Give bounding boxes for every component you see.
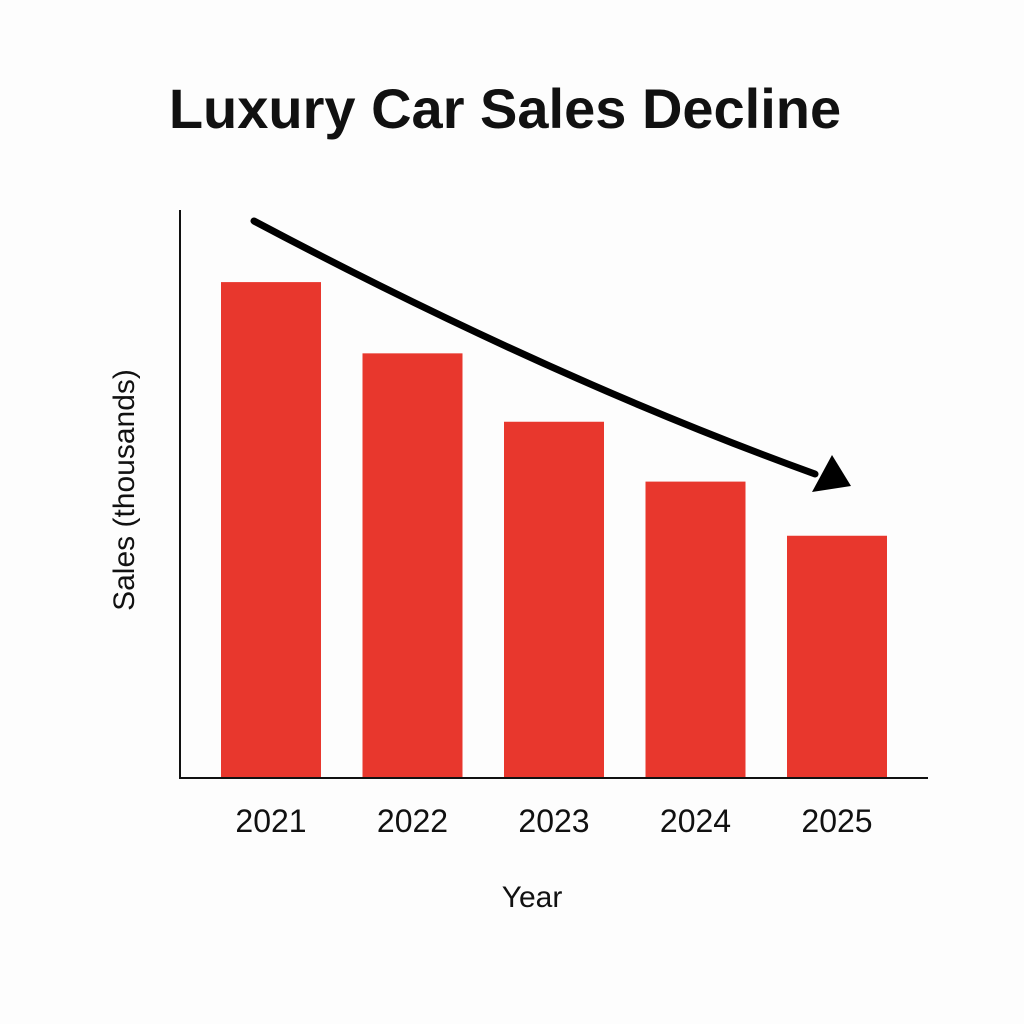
x-tick-label-2022: 2022 <box>377 803 448 839</box>
x-axis-label: Year <box>502 881 563 914</box>
x-tick-label-2025: 2025 <box>801 803 872 839</box>
bar-2021 <box>221 282 321 778</box>
bar-2024 <box>645 481 746 778</box>
bars-group <box>221 282 887 778</box>
chart-title: Luxury Car Sales Decline <box>169 77 841 140</box>
trend-arrow-head <box>812 455 851 492</box>
trend-arrow <box>250 217 851 492</box>
bar-2025 <box>787 535 887 778</box>
bar-2023 <box>504 421 604 778</box>
x-tick-label-2024: 2024 <box>660 803 731 839</box>
trend-arrow-shaft <box>250 217 819 478</box>
y-axis-label: Sales (thousands) <box>108 369 141 611</box>
bar-2022 <box>362 353 463 778</box>
x-tick-label-2021: 2021 <box>235 803 306 839</box>
x-tick-label-2023: 2023 <box>518 803 589 839</box>
x-tick-labels: 2021 2022 2023 2024 2025 <box>235 803 872 839</box>
